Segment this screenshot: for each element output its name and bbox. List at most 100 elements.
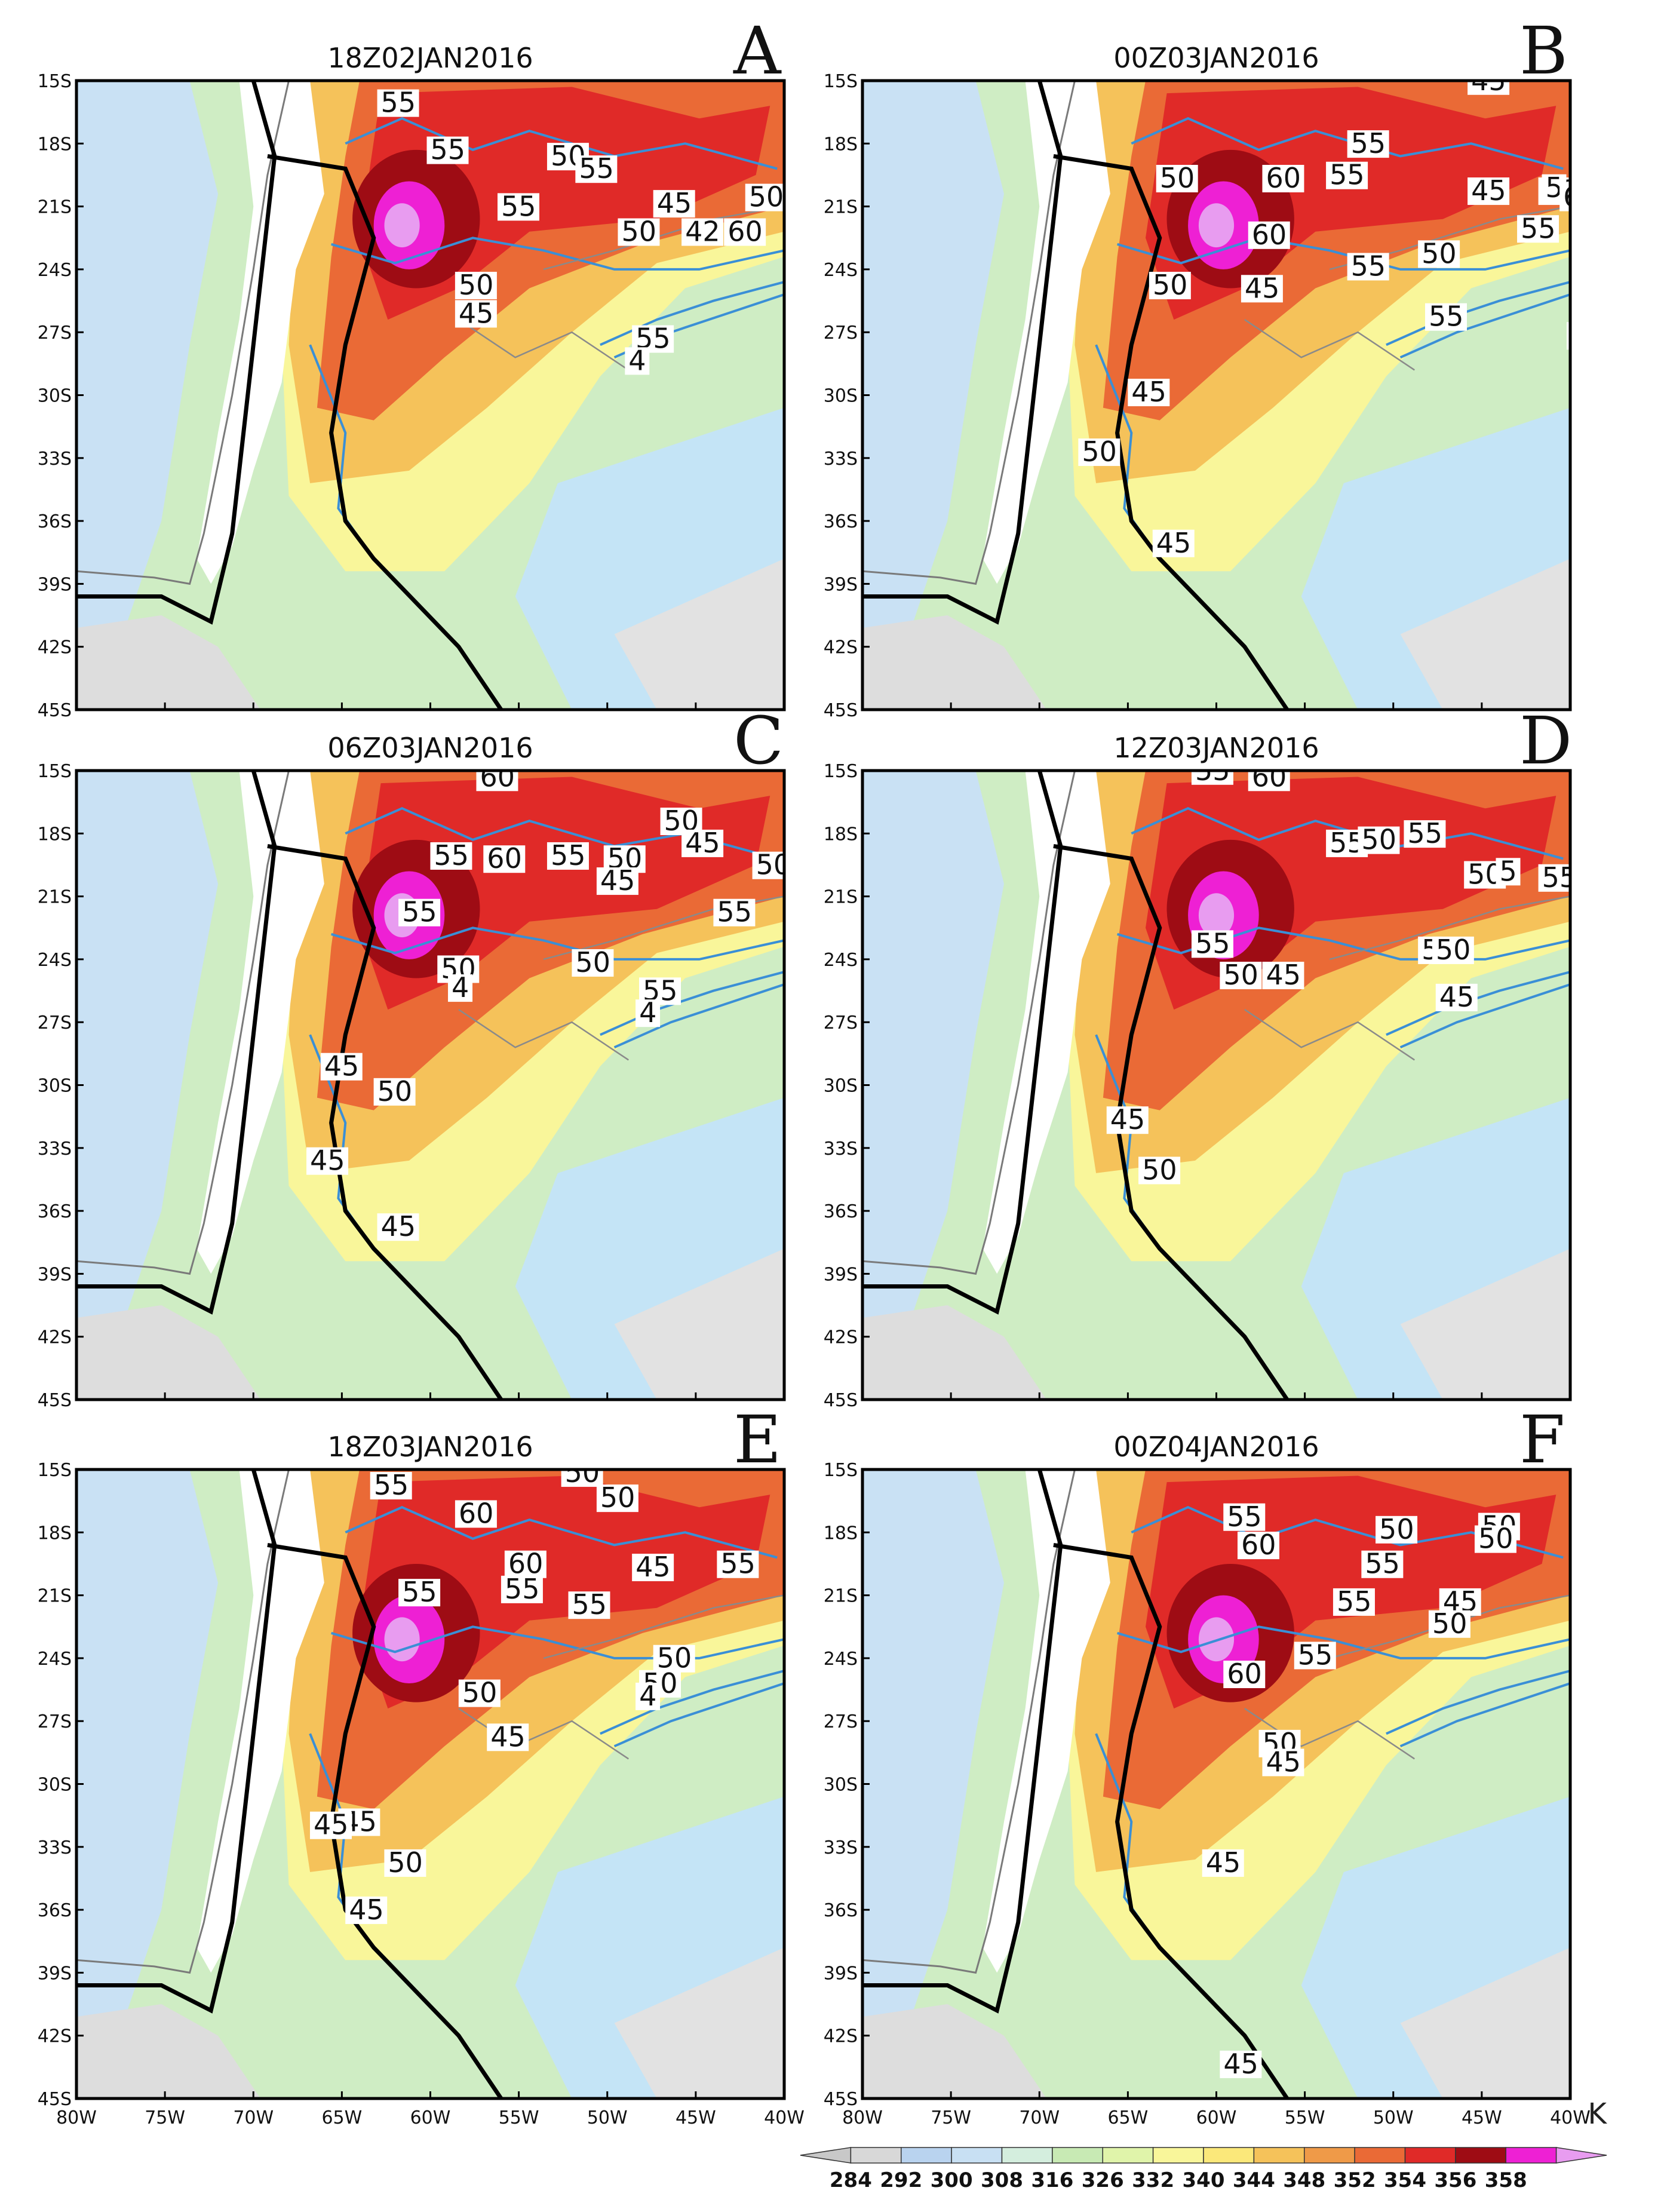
panel-title: 18Z02JAN2016 bbox=[327, 42, 533, 74]
lat-tick-label: 15S bbox=[38, 71, 72, 92]
map-field: 455550605545506050555605545505545455045 bbox=[862, 81, 1570, 710]
lat-tick-label: 39S bbox=[38, 1963, 72, 1984]
lat-tick-label: 15S bbox=[824, 71, 858, 92]
border-line bbox=[458, 319, 629, 371]
svg-text:60: 60 bbox=[1241, 1529, 1276, 1561]
colorbar-value: 352 bbox=[1334, 2168, 1376, 2192]
svg-text:55: 55 bbox=[1330, 159, 1365, 191]
lon-tick-label: 70W bbox=[1019, 2107, 1060, 2128]
panel-letter: B bbox=[1519, 13, 1568, 89]
border-line bbox=[1244, 319, 1415, 371]
border-line bbox=[543, 205, 784, 271]
svg-text:45: 45 bbox=[1156, 527, 1192, 559]
contour-label: 55 bbox=[426, 134, 469, 166]
colorbar-value: 284 bbox=[830, 2168, 872, 2192]
southern-gray-area bbox=[76, 2004, 261, 2099]
contour-label: 4 bbox=[625, 344, 650, 376]
lat-tick-label: 36S bbox=[824, 511, 858, 532]
contour-line bbox=[345, 1506, 778, 1559]
contour-label: 50 bbox=[1428, 1607, 1470, 1640]
svg-text:55: 55 bbox=[1298, 1639, 1333, 1671]
andes-mask bbox=[983, 771, 1110, 1274]
panel-title: 00Z03JAN2016 bbox=[1113, 42, 1319, 74]
black-contour bbox=[862, 1469, 1063, 2014]
lat-tick-label: 39S bbox=[824, 1963, 858, 1984]
lat-tick-label: 30S bbox=[38, 386, 72, 407]
svg-text:60: 60 bbox=[1266, 162, 1301, 194]
colorbar-value: 332 bbox=[1132, 2168, 1174, 2192]
lat-tick-label: 15S bbox=[38, 761, 72, 782]
svg-text:55: 55 bbox=[717, 896, 752, 928]
lat-tick-label: 18S bbox=[824, 824, 858, 845]
svg-text:55: 55 bbox=[1195, 754, 1230, 787]
lon-tick-label: 60W bbox=[1196, 2107, 1237, 2128]
lat-tick-label: 24S bbox=[824, 1649, 858, 1670]
contour-line bbox=[1117, 237, 1570, 271]
southern-gray-area bbox=[862, 1305, 1047, 1400]
contour-label: 55 bbox=[713, 896, 756, 928]
lat-tick-label: 15S bbox=[824, 761, 858, 782]
contour-label: 50 bbox=[572, 946, 614, 978]
svg-text:60: 60 bbox=[487, 842, 522, 875]
colorbar-swatch bbox=[1354, 2147, 1406, 2164]
contour-label: 50 bbox=[745, 181, 784, 213]
lat-tick-label: 27S bbox=[824, 1013, 858, 1033]
colorbar: 284 292 300 308 316 326 332 340 344 348 352 354 356 3… bbox=[800, 2097, 1608, 2192]
svg-text:45: 45 bbox=[1206, 1846, 1241, 1879]
panel-title: 12Z03JAN2016 bbox=[1113, 732, 1319, 764]
lat-tick-label: 30S bbox=[824, 1775, 858, 1796]
contour-label: 55 bbox=[377, 87, 419, 119]
contour-label: 45 bbox=[596, 864, 638, 897]
contour-label: 50 bbox=[384, 1846, 426, 1879]
contour-label: 45 bbox=[1567, 322, 1570, 350]
svg-text:45: 45 bbox=[1266, 1745, 1301, 1778]
panel-title: 18Z03JAN2016 bbox=[327, 1431, 533, 1463]
svg-text:60: 60 bbox=[508, 1548, 544, 1580]
contour-label: 55 bbox=[370, 1469, 412, 1501]
lat-tick-label: 15S bbox=[38, 1460, 72, 1481]
panel-title: 00Z04JAN2016 bbox=[1113, 1431, 1319, 1463]
svg-text:55: 55 bbox=[402, 896, 437, 928]
contour-label: 50 bbox=[1156, 162, 1198, 194]
svg-text:50: 50 bbox=[600, 1481, 635, 1514]
contour-label: 60 bbox=[455, 1498, 497, 1530]
lat-tick-label: 36S bbox=[38, 1201, 72, 1222]
svg-text:60: 60 bbox=[727, 216, 763, 248]
svg-text:55: 55 bbox=[1195, 927, 1230, 959]
contour-label: 50 bbox=[1138, 1153, 1181, 1186]
panel-letter: A bbox=[733, 13, 782, 89]
contour-label: 55 bbox=[1347, 127, 1389, 159]
lon-tick-label: 55W bbox=[1285, 2107, 1325, 2128]
black-contour bbox=[862, 771, 1063, 1315]
colorbar-swatch bbox=[951, 2147, 1003, 2164]
svg-text:45: 45 bbox=[490, 1720, 526, 1753]
black-contour bbox=[1053, 154, 1289, 710]
colorbar-value: 308 bbox=[981, 2168, 1023, 2192]
contour-label: 55 bbox=[1191, 754, 1233, 787]
svg-text:55: 55 bbox=[402, 1576, 437, 1608]
svg-text:55: 55 bbox=[1337, 1585, 1372, 1618]
contour-label: 50 bbox=[653, 1642, 695, 1674]
lon-tick-label: 70W bbox=[233, 2107, 274, 2128]
contour-line bbox=[613, 983, 784, 1049]
contour-label: 45 bbox=[377, 1210, 419, 1242]
contour-label: 60 bbox=[476, 771, 518, 793]
svg-text:50: 50 bbox=[1436, 934, 1471, 966]
contour-label: 55 bbox=[1347, 250, 1389, 282]
contour-label: 55 bbox=[1361, 1548, 1404, 1580]
svg-text:4: 4 bbox=[628, 344, 646, 376]
contour-line bbox=[1131, 117, 1564, 170]
pink-core bbox=[1198, 203, 1235, 248]
svg-text:50: 50 bbox=[1379, 1513, 1414, 1545]
colorbar-swatch bbox=[1555, 2147, 1607, 2164]
svg-text:4: 4 bbox=[452, 971, 469, 1004]
pacific-ocean bbox=[862, 771, 1004, 1400]
lat-tick-label: 18S bbox=[38, 824, 72, 845]
contour-label: 4 bbox=[635, 996, 661, 1029]
contour-label: 50 bbox=[1474, 1523, 1516, 1555]
